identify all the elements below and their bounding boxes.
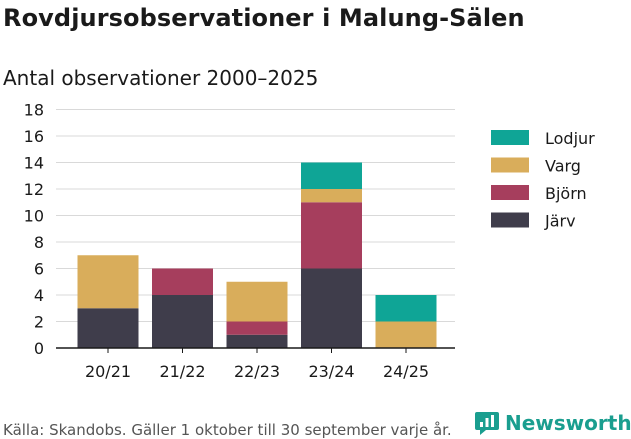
x-tick-label: 23/24: [308, 362, 354, 381]
brand-logo: Newsworthy: [474, 408, 631, 438]
chart-bubble-icon: [475, 412, 499, 435]
legend-label-björn: Björn: [545, 184, 587, 203]
source-note: Källa: Skandobs. Gäller 1 oktober till 3…: [3, 421, 452, 439]
chart-subtitle: Antal observationer 2000–2025: [3, 66, 319, 90]
y-tick-label: 8: [34, 233, 44, 252]
bar-varg-20-21: [77, 255, 139, 309]
axes: 0 2 4 6 8 10 12 14 16 18 20/21 21/22 22/23 23/24 24/25: [24, 101, 455, 381]
y-tick-label: 4: [34, 286, 44, 305]
x-tick-label: 22/23: [234, 362, 280, 381]
bar-lodjur-23-24: [301, 162, 362, 189]
bar-björn-21-22: [152, 268, 213, 295]
chart-title: Rovdjursobservationer i Malung-Sälen: [3, 4, 525, 32]
bar-varg-24-25: [375, 321, 437, 348]
bar-varg-23-24: [301, 189, 362, 203]
bar-järv-21-22: [152, 295, 213, 348]
legend-swatch-järv: [491, 212, 529, 228]
y-tick-label: 12: [24, 180, 44, 199]
x-tick-label: 24/25: [383, 362, 429, 381]
y-tick-label: 14: [24, 154, 44, 173]
y-tick-label: 6: [34, 260, 44, 279]
legend-swatch-varg: [491, 157, 529, 173]
y-tick-label: 2: [34, 313, 44, 332]
bar-järv-22-23: [226, 334, 288, 348]
bar-järv-23-24: [301, 268, 362, 348]
legend: Lodjur Varg Björn Järv: [491, 129, 595, 231]
y-tick-label: 10: [24, 207, 44, 226]
bar-lodjur-24-25: [375, 295, 437, 322]
legend-swatch-lodjur: [491, 130, 529, 145]
gridlines: [56, 109, 455, 322]
x-tick-label: 20/21: [85, 362, 131, 381]
y-tick-label: 16: [24, 127, 44, 146]
x-tick-label: 21/22: [159, 362, 205, 381]
bar-järv-20-21: [77, 308, 139, 348]
bar-björn-22-23: [226, 321, 288, 335]
legend-label-varg: Varg: [545, 157, 581, 176]
brand-name: Newsworthy: [505, 411, 631, 435]
y-tick-label: 0: [34, 339, 44, 358]
bar-stacks: [77, 162, 437, 348]
legend-swatch-björn: [491, 185, 529, 200]
bar-björn-23-24: [301, 202, 362, 269]
legend-label-lodjur: Lodjur: [545, 129, 595, 148]
y-tick-label: 18: [24, 101, 44, 120]
legend-label-järv: Järv: [544, 212, 576, 231]
bar-varg-22-23: [226, 281, 288, 322]
